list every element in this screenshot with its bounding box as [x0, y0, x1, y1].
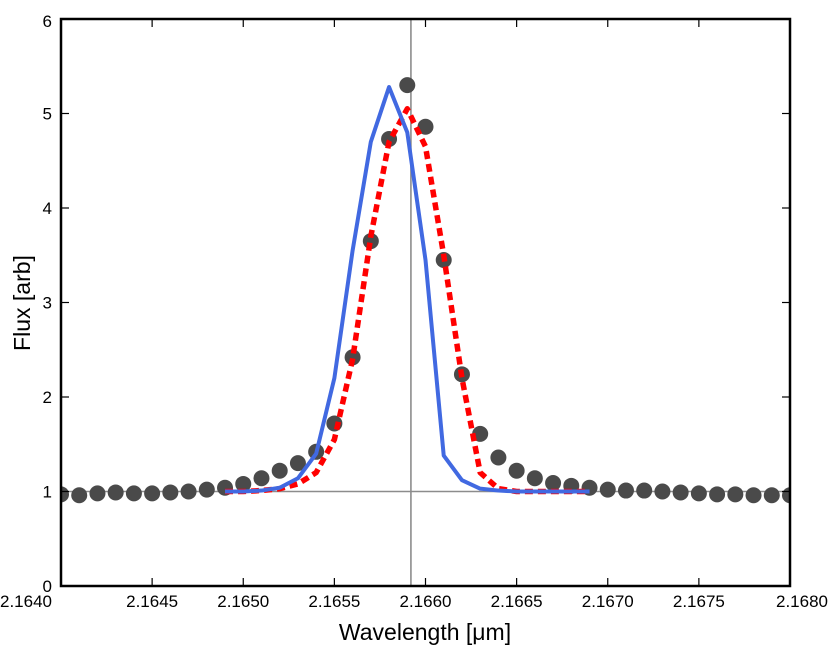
data-point: [617, 482, 634, 499]
x-tick-label: 2.1650: [217, 592, 269, 611]
data-point: [508, 462, 525, 479]
x-tick-label: 2.1675: [673, 592, 725, 611]
data-point: [144, 485, 161, 502]
data-point: [599, 481, 616, 498]
x-tick-label: 2.1670: [582, 592, 634, 611]
y-tick-label: 3: [43, 294, 52, 313]
x-tick-label: 2.1680: [776, 592, 828, 611]
x-tick-label: 2.1665: [491, 592, 543, 611]
data-point: [271, 462, 288, 479]
data-point: [490, 449, 507, 466]
y-tick-label: 1: [43, 483, 52, 502]
data-point: [61, 486, 69, 503]
data-point: [125, 485, 142, 502]
data-point: [727, 486, 744, 503]
series-model-solid-line: [225, 85, 590, 494]
data-point: [89, 485, 106, 502]
data-point: [107, 484, 124, 501]
data-point: [417, 118, 434, 135]
y-tick-label: 0: [43, 577, 52, 596]
data-point: [180, 483, 197, 500]
plot-background: [61, 19, 790, 586]
ticks-layer: 2.1640 2.1645 2.1650 2.1655 2.1660 2.1665 2.16…: [0, 12, 828, 611]
data-point: [399, 77, 416, 94]
x-tick-label: 2.1645: [126, 592, 178, 611]
series-layer: [61, 77, 790, 504]
data-point: [162, 484, 179, 501]
data-point: [526, 470, 543, 487]
data-point: [690, 485, 707, 502]
data-point: [763, 487, 780, 504]
y-axis-title: Flux [arb]: [9, 255, 35, 351]
x-axis-title: Wavelength [μm]: [339, 619, 511, 645]
data-point: [545, 474, 562, 491]
x-tick-label: 2.1660: [400, 592, 452, 611]
data-point: [636, 482, 653, 499]
data-point: [709, 486, 726, 503]
data-point: [672, 484, 689, 501]
data-point: [289, 455, 306, 472]
data-point: [71, 487, 88, 504]
data-point: [235, 475, 252, 492]
x-tick-label: 2.1655: [308, 592, 360, 611]
data-point: [654, 483, 671, 500]
clipped-series: [61, 77, 790, 504]
data-point: [198, 481, 215, 498]
y-tick-label: 5: [43, 105, 52, 124]
data-point: [253, 470, 270, 487]
y-tick-label: 2: [43, 388, 52, 407]
data-point: [344, 349, 361, 366]
y-tick-label: 6: [43, 12, 52, 31]
data-point: [745, 487, 762, 504]
x-tick-label: 2.1640: [0, 592, 52, 611]
y-tick-label: 4: [43, 199, 52, 218]
